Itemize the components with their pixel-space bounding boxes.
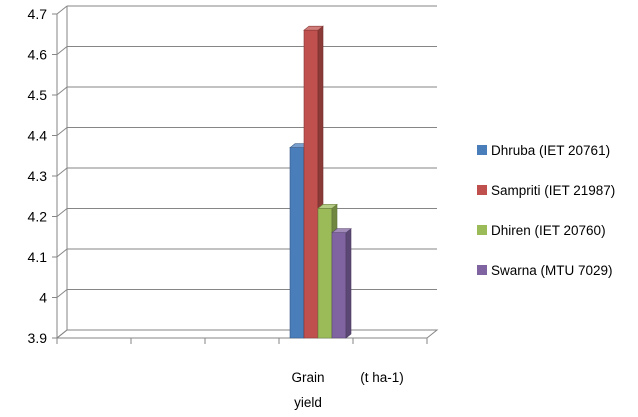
legend-item: Swarna (MTU 7029) — [477, 263, 613, 278]
legend-swatch — [477, 185, 487, 195]
x-category-label: yield — [294, 395, 322, 410]
legend-swatch — [477, 225, 487, 235]
wall-diagonal — [56, 5, 68, 15]
wall-diagonal — [56, 127, 68, 136]
wall-diagonal — [56, 248, 68, 258]
legend-item: Sampriti (IET 21987) — [477, 183, 615, 198]
y-tick-label: 4.7 — [28, 6, 48, 22]
legend-swatch — [477, 145, 487, 155]
y-tick-label: 4.1 — [28, 249, 48, 265]
gridlines — [56, 5, 437, 339]
wall-diagonal — [56, 289, 68, 298]
legend-item: Dhiren (IET 20760) — [477, 223, 606, 238]
legend-label: Swarna (MTU 7029) — [491, 263, 613, 278]
wall-diagonal — [56, 86, 68, 96]
x-category-label: Grain — [291, 370, 324, 385]
legend-label: Dhiren (IET 20760) — [491, 223, 606, 238]
y-tick-label: 4.4 — [28, 128, 48, 144]
bars — [289, 25, 352, 339]
y-tick-label: 4.3 — [28, 168, 48, 184]
legend-label: Sampriti (IET 21987) — [491, 183, 615, 198]
y-tick-label: 3.9 — [28, 330, 48, 346]
wall-diagonal — [56, 46, 68, 55]
legend-item: Dhruba (IET 20761) — [477, 143, 610, 158]
x-category-label: (t ha-1) — [360, 370, 404, 385]
y-tick-label: 4 — [39, 290, 47, 306]
y-tick-labels: 3.9 4 4.1 4.2 4.3 4.4 4.5 4.6 4.7 — [28, 6, 48, 346]
legend-swatch — [477, 265, 487, 275]
legend-label: Dhruba (IET 20761) — [491, 143, 610, 158]
axes — [52, 6, 439, 344]
y-tick-label: 4.6 — [28, 47, 48, 63]
legend: Dhruba (IET 20761) Sampriti (IET 21987) Dh… — [477, 143, 615, 278]
wall-diagonal — [56, 167, 68, 177]
floor-plane — [55, 329, 439, 339]
y-tick-label: 4.2 — [28, 209, 48, 225]
bar-swarna — [331, 228, 352, 339]
wall-diagonal — [56, 208, 68, 217]
x-category-labels: Grain yield (t ha-1) — [291, 370, 403, 410]
y-tick-label: 4.5 — [28, 87, 48, 103]
